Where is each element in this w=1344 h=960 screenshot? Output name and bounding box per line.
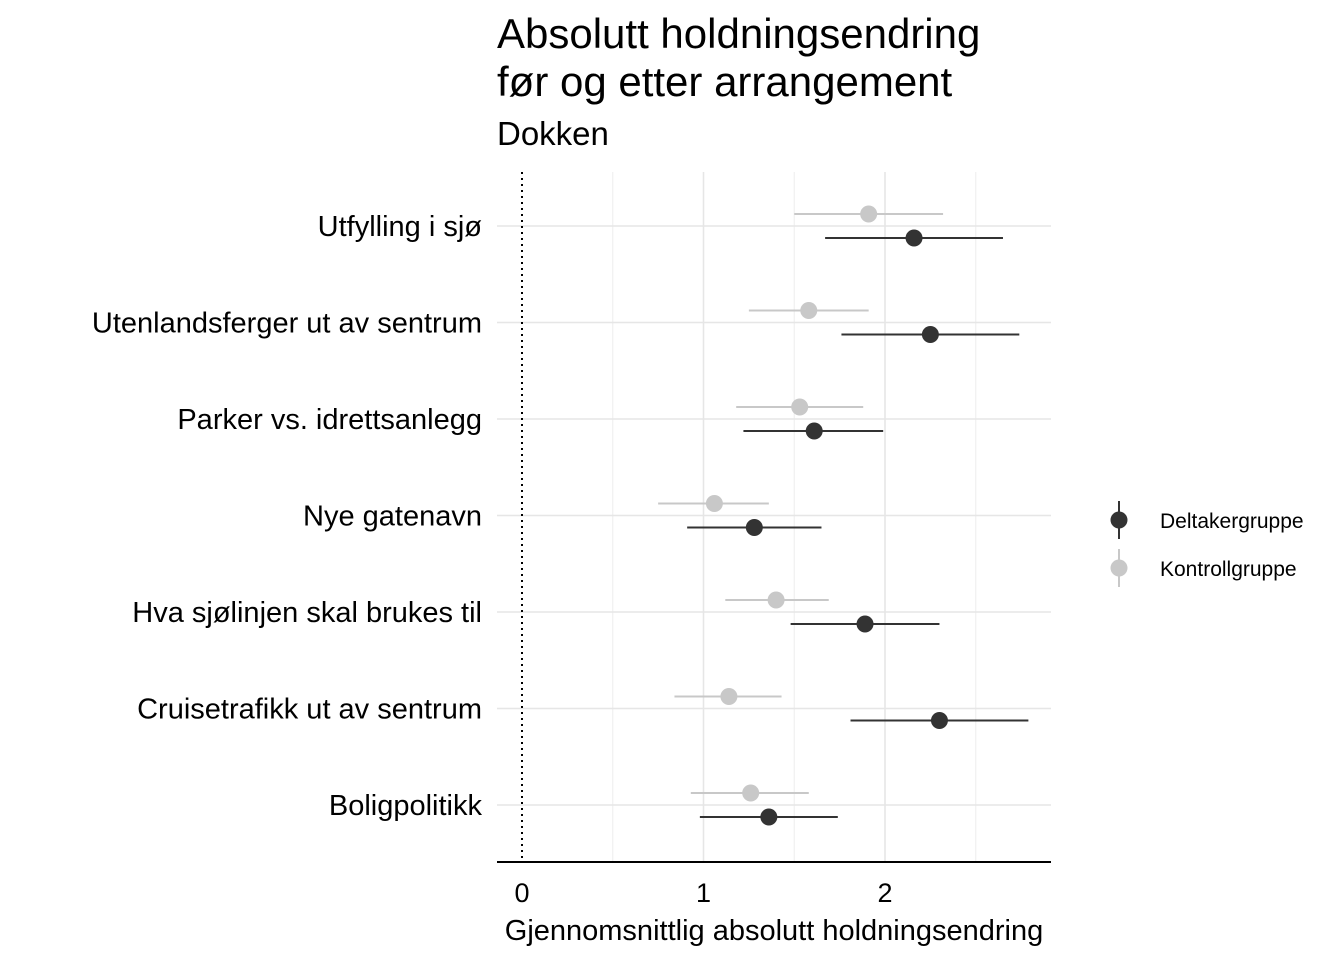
data-point (705, 495, 723, 512)
data-point (742, 784, 760, 802)
legend: Deltakergruppe Kontrollgruppe (1110, 501, 1304, 587)
data-point (791, 398, 809, 416)
y-tick-label: Cruisetrafikk ut av sentrum (137, 694, 482, 726)
legend-label: Kontrollgruppe (1160, 558, 1297, 581)
chart-title-line-2: før og etter arrangement (497, 58, 953, 105)
legend-label: Deltakergruppe (1160, 510, 1304, 533)
x-tick-label: 0 (514, 878, 529, 908)
data-point (921, 326, 939, 343)
chart-subtitle: Dokken (497, 115, 609, 152)
y-tick-label: Hva sjølinjen skal brukes til (132, 597, 482, 629)
legend-key-dot (1110, 511, 1128, 529)
data-point (760, 808, 778, 826)
data-marks (658, 205, 1029, 826)
data-point (800, 302, 818, 319)
x-axis-ticks: 0 1 2 (514, 878, 892, 908)
data-point (930, 712, 948, 729)
y-tick-label: Utenlandsferger ut av sentrum (92, 308, 482, 340)
y-tick-label: Utfylling i sjø (318, 211, 483, 243)
y-axis-labels: Utfylling i sjø Utenlandsferger ut av sen… (92, 211, 483, 822)
x-tick-label: 2 (877, 878, 892, 908)
chart-title: Absolutt holdningsendring før og etter a… (497, 10, 980, 106)
data-point (720, 688, 738, 705)
grid-lines (497, 172, 1051, 862)
x-axis-label: Gjennomsnittlig absolutt holdningsendrin… (505, 915, 1043, 947)
data-point (745, 519, 763, 536)
y-tick-label: Boligpolitikk (329, 790, 483, 822)
data-point (767, 591, 785, 609)
x-tick-label: 1 (696, 878, 711, 908)
data-point (856, 615, 874, 633)
legend-key-dot (1110, 559, 1128, 577)
chart-title-line-1: Absolutt holdningsendring (497, 10, 981, 57)
data-point (905, 229, 923, 247)
y-tick-label: Nye gatenavn (303, 501, 482, 533)
data-point (805, 422, 823, 440)
data-point (860, 205, 878, 223)
y-tick-label: Parker vs. idrettsanlegg (177, 404, 482, 436)
